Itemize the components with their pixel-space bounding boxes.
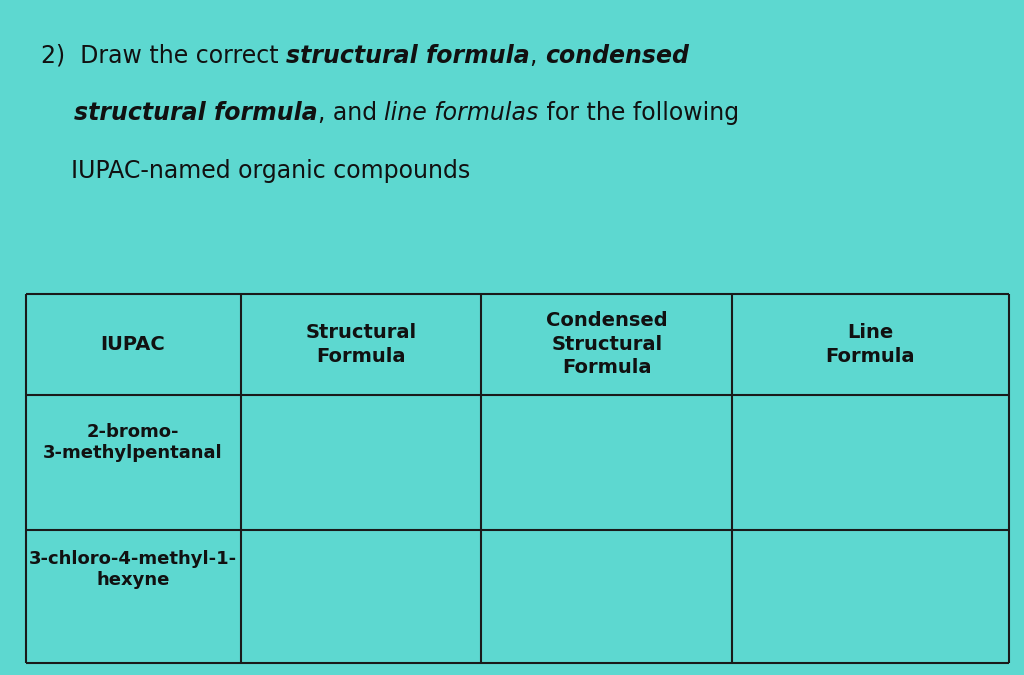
Text: 2)  Draw the correct: 2) Draw the correct [41,44,286,68]
Text: 3-chloro-4-methyl-1-
hexyne: 3-chloro-4-methyl-1- hexyne [29,550,238,589]
Text: Structural
Formula: Structural Formula [305,323,417,365]
Text: IUPAC-named organic compounds: IUPAC-named organic compounds [41,159,470,183]
Text: Condensed
Structural
Formula: Condensed Structural Formula [546,311,668,377]
Text: IUPAC: IUPAC [100,335,166,354]
Text: 2-bromo-
3-methylpentanal: 2-bromo- 3-methylpentanal [43,423,223,462]
Text: structural formula: structural formula [41,101,317,126]
Text: condensed: condensed [545,44,688,68]
Text: for the following: for the following [539,101,738,126]
Text: structural formula: structural formula [286,44,529,68]
Text: line formulas: line formulas [384,101,539,126]
Text: Line
Formula: Line Formula [825,323,915,365]
Text: ,: , [529,44,545,68]
Text: , and: , and [317,101,384,126]
